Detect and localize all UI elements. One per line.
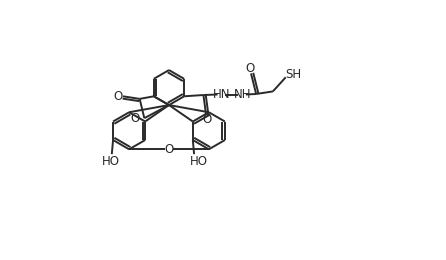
Text: O: O <box>113 90 123 103</box>
Text: HO: HO <box>190 155 208 168</box>
Text: O: O <box>130 112 139 125</box>
Text: SH: SH <box>285 68 301 81</box>
Text: O: O <box>165 143 173 156</box>
Text: HO: HO <box>102 155 120 168</box>
Text: O: O <box>246 62 255 75</box>
Text: NH: NH <box>234 88 251 101</box>
Text: O: O <box>202 113 211 126</box>
Text: HN: HN <box>213 88 231 101</box>
